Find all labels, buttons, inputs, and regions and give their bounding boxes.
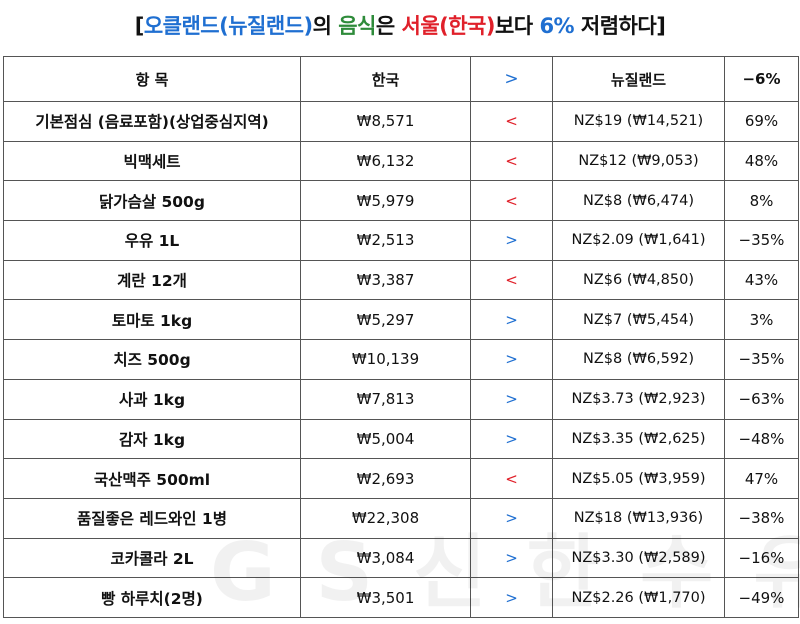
cell-item: 감자 1kg <box>3 418 301 460</box>
table-row: 닭가슴살 500g ₩5,979 < NZ$8 (₩6,474) 8% <box>3 180 799 222</box>
title-particle-2: 은 <box>375 14 402 38</box>
cell-nz-price: NZ$3.30 (₩2,589) <box>552 537 725 579</box>
cell-korea-price: ₩3,084 <box>300 537 471 579</box>
cell-korea-price: ₩10,139 <box>300 339 471 380</box>
header-korea: 한국 <box>300 56 471 102</box>
table-row: 빅맥세트 ₩6,132 < NZ$12 (₩9,053) 48% <box>3 140 799 182</box>
cell-compare-sign: > <box>470 497 553 539</box>
title-percent: 6% <box>539 14 575 38</box>
cell-nz-price: NZ$12 (₩9,053) <box>552 140 725 182</box>
cell-nz-price: NZ$3.73 (₩2,923) <box>552 378 725 420</box>
cell-compare-sign: > <box>470 418 553 460</box>
cell-compare-sign: < <box>470 140 553 182</box>
cell-diff-percent: 69% <box>724 101 799 142</box>
table-row: 우유 1L ₩2,513 > NZ$2.09 (₩1,641) −35% <box>3 220 799 261</box>
title-food: 음식 <box>338 14 376 38</box>
title-auckland: 오클랜드(뉴질랜드) <box>143 14 313 38</box>
cell-korea-price: ₩5,979 <box>300 180 471 222</box>
cell-diff-percent: 47% <box>724 458 799 499</box>
cell-korea-price: ₩2,693 <box>300 458 471 499</box>
cell-korea-price: ₩3,387 <box>300 259 471 301</box>
cell-korea-price: ₩22,308 <box>300 497 471 539</box>
cell-item: 계란 12개 <box>3 259 301 301</box>
cell-diff-percent: 48% <box>724 140 799 182</box>
cell-korea-price: ₩5,004 <box>300 418 471 460</box>
cell-korea-price: ₩8,571 <box>300 101 471 142</box>
cell-korea-price: ₩5,297 <box>300 299 471 341</box>
table-body: 기본점심 (음료포함)(상업중심지역) ₩8,571 < NZ$19 (₩14,521… <box>3 101 799 618</box>
title-particle-1: 의 <box>312 14 339 38</box>
cell-compare-sign: > <box>470 537 553 579</box>
table-row: 품질좋은 레드와인 1병 ₩22,308 > NZ$18 (₩13,936) −38% <box>3 497 799 539</box>
table-row: 토마토 1kg ₩5,297 > NZ$7 (₩5,454) 3% <box>3 299 799 341</box>
table-row: 사과 1kg ₩7,813 > NZ$3.73 (₩2,923) −63% <box>3 378 799 420</box>
cell-korea-price: ₩6,132 <box>300 140 471 182</box>
cell-nz-price: NZ$8 (₩6,474) <box>552 180 725 222</box>
title-seoul: 서울(한국) <box>401 14 496 38</box>
cell-korea-price: ₩7,813 <box>300 378 471 420</box>
cell-compare-sign: < <box>470 259 553 301</box>
cell-nz-price: NZ$6 (₩4,850) <box>552 259 725 301</box>
cell-compare-sign: > <box>470 378 553 420</box>
cell-item: 코카콜라 2L <box>3 537 301 579</box>
cell-diff-percent: −35% <box>724 220 799 261</box>
title-bracket-close: ] <box>656 14 666 38</box>
table-row: 국산맥주 500ml ₩2,693 < NZ$5.05 (₩3,959) 47% <box>3 458 799 499</box>
header-item: 항 목 <box>3 56 301 102</box>
cell-compare-sign: > <box>470 299 553 341</box>
cell-item: 우유 1L <box>3 220 301 261</box>
cell-diff-percent: −38% <box>724 497 799 539</box>
table-row: 치즈 500g ₩10,139 > NZ$8 (₩6,592) −35% <box>3 339 799 380</box>
cell-nz-price: NZ$2.26 (₩1,770) <box>552 577 725 618</box>
price-comparison-table: 항 목 한국 > 뉴질랜드 −6% 기본점심 (음료포함)(상업중심지역) ₩8,… <box>3 56 799 618</box>
cell-item: 품질좋은 레드와인 1병 <box>3 497 301 539</box>
cell-diff-percent: 8% <box>724 180 799 222</box>
cell-item: 국산맥주 500ml <box>3 458 301 499</box>
title-bracket-open: [ <box>134 14 145 38</box>
cell-compare-sign: > <box>470 577 553 618</box>
cell-compare-sign: > <box>470 339 553 380</box>
cell-nz-price: NZ$8 (₩6,592) <box>552 339 725 380</box>
cell-item: 치즈 500g <box>3 339 301 380</box>
cell-item: 닭가슴살 500g <box>3 180 301 222</box>
cell-nz-price: NZ$7 (₩5,454) <box>552 299 725 341</box>
cell-compare-sign: > <box>470 220 553 261</box>
cell-compare-sign: < <box>470 101 553 142</box>
cell-diff-percent: −48% <box>724 418 799 460</box>
table-row: 감자 1kg ₩5,004 > NZ$3.35 (₩2,625) −48% <box>3 418 799 460</box>
cell-diff-percent: 43% <box>724 259 799 301</box>
table-row: 기본점심 (음료포함)(상업중심지역) ₩8,571 < NZ$19 (₩14,521… <box>3 101 799 142</box>
header-nz: 뉴질랜드 <box>552 56 725 102</box>
page-title: [오클랜드(뉴질랜드)의 음식은 서울(한국)보다 6% 저렴하다] <box>0 6 800 46</box>
title-cheaper: 저렴하다 <box>574 14 657 38</box>
cell-diff-percent: −49% <box>724 577 799 618</box>
cell-korea-price: ₩3,501 <box>300 577 471 618</box>
table-header-row: 항 목 한국 > 뉴질랜드 −6% <box>3 56 799 102</box>
cell-nz-price: NZ$18 (₩13,936) <box>552 497 725 539</box>
cell-item: 빵 하루치(2명) <box>3 577 301 618</box>
cell-item: 사과 1kg <box>3 378 301 420</box>
table-row: 빵 하루치(2명) ₩3,501 > NZ$2.26 (₩1,770) −49% <box>3 577 799 618</box>
header-diff: −6% <box>724 56 799 102</box>
cell-diff-percent: −63% <box>724 378 799 420</box>
title-particle-3: 보다 <box>494 14 540 38</box>
cell-nz-price: NZ$5.05 (₩3,959) <box>552 458 725 499</box>
cell-nz-price: NZ$3.35 (₩2,625) <box>552 418 725 460</box>
cell-diff-percent: −16% <box>724 537 799 579</box>
cell-compare-sign: < <box>470 458 553 499</box>
cell-diff-percent: −35% <box>724 339 799 380</box>
table-row: 코카콜라 2L ₩3,084 > NZ$3.30 (₩2,589) −16% <box>3 537 799 579</box>
cell-item: 토마토 1kg <box>3 299 301 341</box>
cell-nz-price: NZ$19 (₩14,521) <box>552 101 725 142</box>
table-row: 계란 12개 ₩3,387 < NZ$6 (₩4,850) 43% <box>3 259 799 301</box>
cell-item: 빅맥세트 <box>3 140 301 182</box>
cell-nz-price: NZ$2.09 (₩1,641) <box>552 220 725 261</box>
cell-diff-percent: 3% <box>724 299 799 341</box>
cell-compare-sign: < <box>470 180 553 222</box>
cell-korea-price: ₩2,513 <box>300 220 471 261</box>
header-compare: > <box>470 56 553 102</box>
cell-item: 기본점심 (음료포함)(상업중심지역) <box>3 101 301 142</box>
